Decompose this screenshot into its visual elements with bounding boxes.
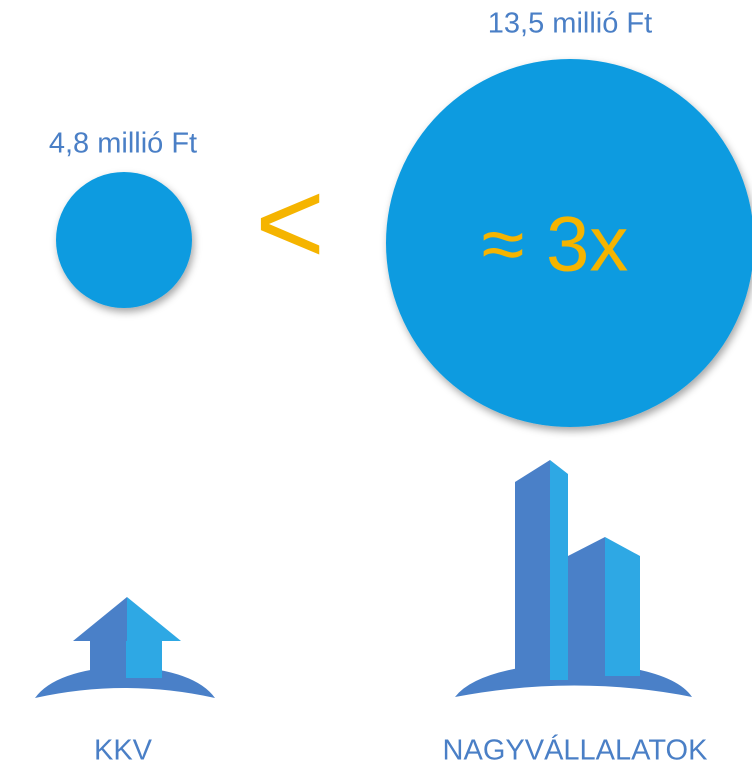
enterprise-label: NAGYVÁLLALATOK	[443, 734, 709, 767]
small-value-label: 4,8 millió Ft	[49, 128, 197, 160]
large-circle	[386, 59, 752, 427]
small-circle	[56, 172, 192, 308]
enterprise-icon	[455, 460, 692, 697]
ratio-label: ≈ 3x	[482, 200, 629, 288]
comparison-sign: <	[255, 156, 325, 290]
sme-label: KKV	[94, 735, 153, 767]
large-value-label: 13,5 millió Ft	[488, 8, 652, 40]
sme-icon	[35, 597, 215, 698]
